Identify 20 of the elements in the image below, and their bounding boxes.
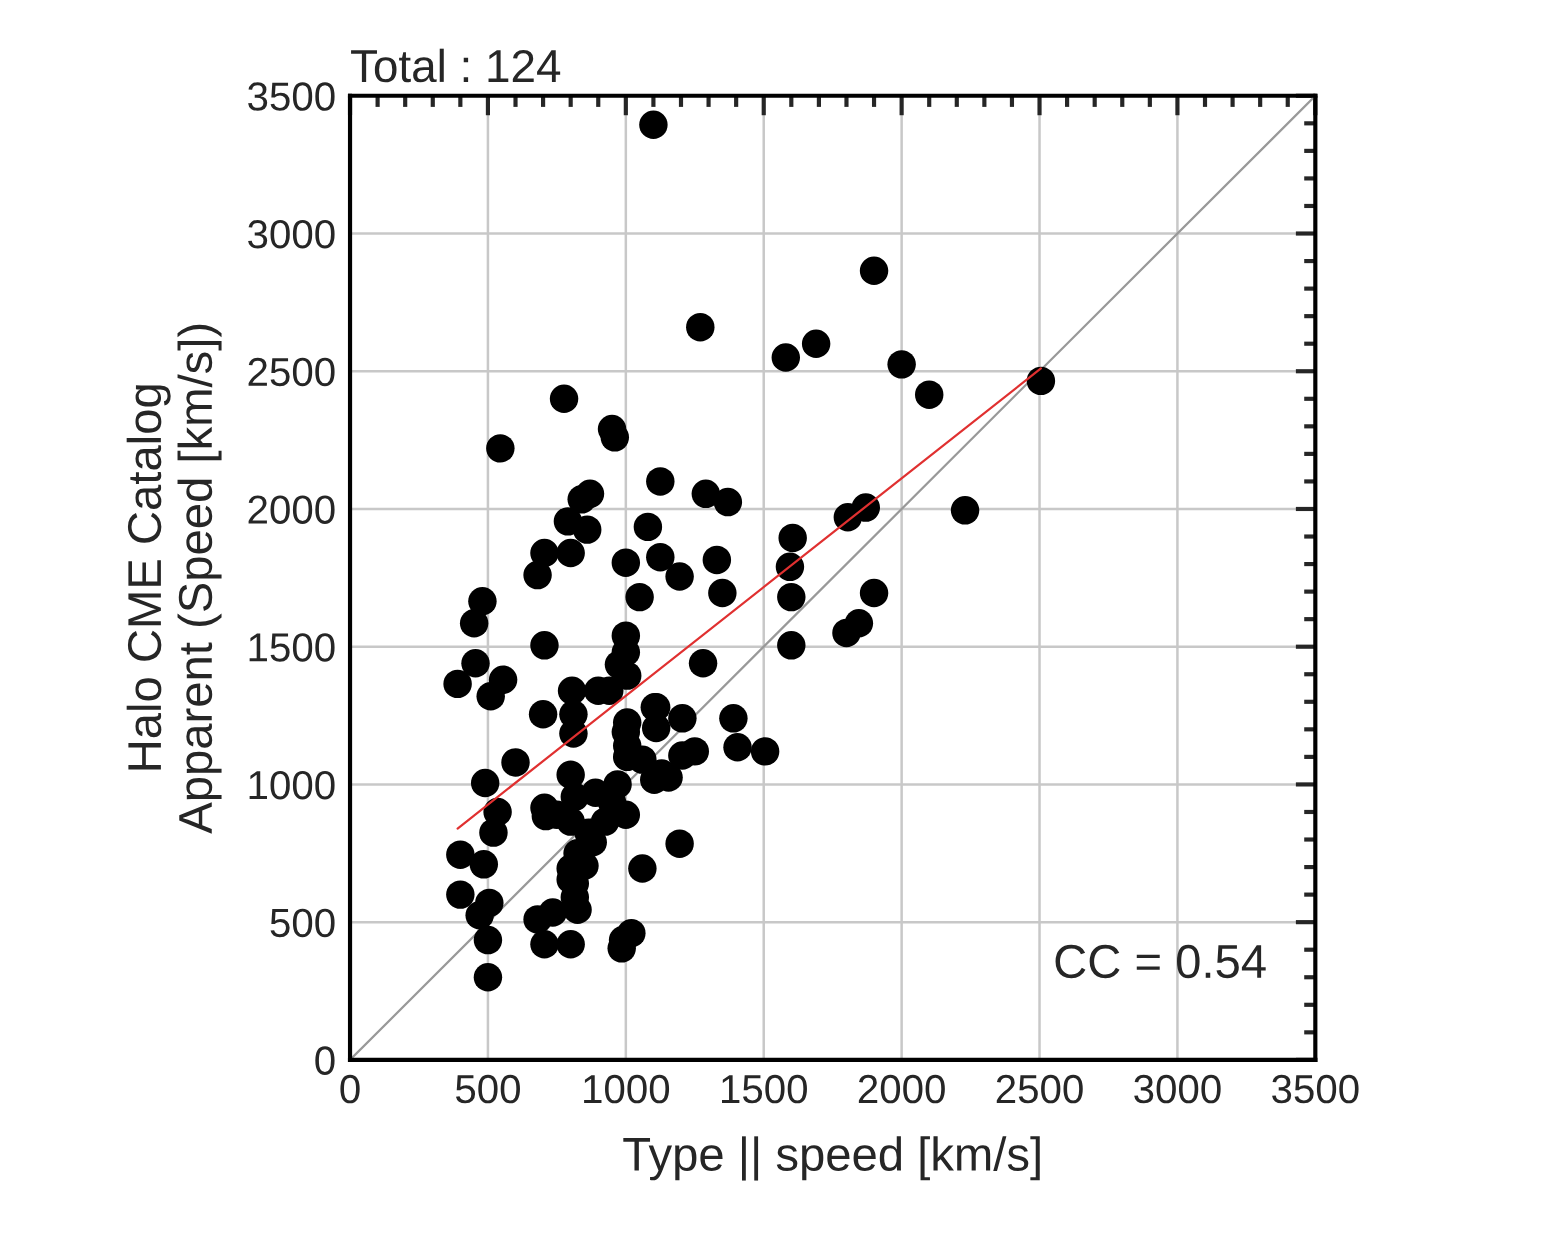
x-tick-label: 0 — [340, 1074, 360, 1104]
y-tick-label: 2500 — [248, 357, 335, 387]
annotation: CC = 0.54 — [1055, 944, 1266, 979]
y-tick-label: 0 — [315, 1046, 335, 1075]
x-tick-label: 500 — [455, 1074, 520, 1104]
y-tick-label: 2000 — [248, 495, 335, 524]
y-tick-label: 3000 — [248, 219, 335, 249]
y-tick-label: 1000 — [249, 770, 335, 800]
x-tick-label: 3000 — [1134, 1074, 1221, 1104]
x-axis-title: Type || speed [km/s] — [623, 1136, 1040, 1181]
y-tick-label: 1500 — [249, 633, 335, 662]
y-axis-title: Halo CME Catalog Apparent (Speed [km/s]) — [126, 324, 222, 834]
x-tick-label: 2500 — [996, 1074, 1083, 1104]
x-tick-label: 3500 — [1272, 1074, 1359, 1104]
x-tick-label: 1000 — [584, 1074, 670, 1104]
x-tick-label: 1500 — [722, 1074, 807, 1104]
x-tick-label: 2000 — [858, 1074, 945, 1104]
y-tick-label: 3500 — [248, 82, 335, 111]
chart-title: Total : 124 — [351, 48, 561, 83]
y-tick-label: 500 — [270, 908, 335, 938]
